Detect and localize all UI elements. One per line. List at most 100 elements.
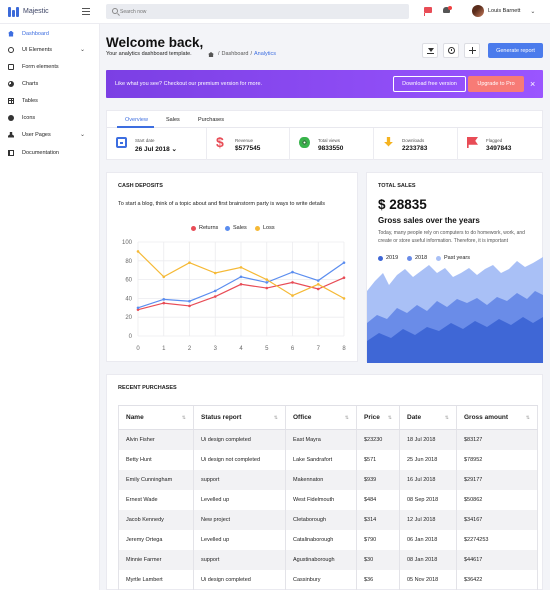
logo[interactable]: Majestic	[8, 6, 49, 17]
sort-icon: ⇅	[387, 414, 392, 421]
active-tab-indicator	[117, 126, 154, 128]
data-point-sales	[291, 270, 294, 274]
table-row[interactable]: Alvin Fisher Ui design completed East Mayr…	[118, 430, 538, 450]
add-button[interactable]	[464, 43, 480, 58]
column-header-office[interactable]: Office ⇅	[286, 406, 357, 429]
table-cell: $44617	[457, 550, 538, 570]
y-tick-label: 100	[122, 240, 133, 246]
user-menu[interactable]: Louis Barnett ⌄	[472, 5, 535, 17]
sort-icon: ⇅	[525, 414, 530, 421]
table-cell: $29177	[457, 470, 538, 490]
clock-button[interactable]	[443, 43, 459, 58]
column-header-date[interactable]: Date ⇅	[400, 406, 457, 429]
sidebar-item-tables[interactable]: Tables	[0, 92, 100, 109]
table-row[interactable]: Jeremy Ortega Levelled up Catalinaborough $…	[118, 530, 538, 550]
stat-value: $577545	[235, 145, 261, 152]
sidebar-item-icons[interactable]: Icons	[0, 109, 100, 126]
sort-icon: ⇅	[444, 414, 449, 421]
flag-icon	[467, 137, 478, 148]
table-cell: Levelled up	[194, 530, 286, 550]
breadcrumb-item-dashboard[interactable]: Dashboard	[221, 51, 249, 57]
column-header-status[interactable]: Status report ⇅	[194, 406, 286, 429]
data-point-returns	[162, 301, 166, 305]
table-row[interactable]: Ernest Wade Levelled up West Fidelmouth $48…	[118, 490, 538, 510]
tab-purchases[interactable]: Purchases	[198, 117, 224, 123]
search-input[interactable]	[120, 6, 400, 17]
top-bar: Majestic Louis Barnett ⌄	[0, 0, 550, 24]
card-title: RECENT PURCHASES	[118, 385, 177, 391]
sidebar-item-dashboard[interactable]: Dashboard	[0, 25, 100, 42]
table-cell: $23230	[357, 430, 400, 450]
total-sales-card: TOTAL SALES $ 28835 Gross sales over the…	[366, 172, 543, 363]
sales-area-chart	[367, 257, 543, 363]
y-tick-label: 20	[125, 315, 132, 321]
generate-report-button[interactable]: Generate report	[488, 43, 543, 58]
sidebar-item-documentation[interactable]: Documentation	[0, 144, 100, 161]
cash-deposits-card: 0 20 40 60 80 100 0 1 2 3 4 5 6 7 8 CASH DEPOSITS To s…	[106, 172, 358, 362]
flag-icon[interactable]	[424, 6, 433, 16]
table-row[interactable]: Myrtle Lambert Ui design completed Cassinb…	[118, 570, 538, 590]
table-cell: $50862	[457, 490, 538, 510]
data-point-sales	[136, 306, 140, 310]
sort-icon: ⇅	[181, 414, 186, 421]
sidebar-item-user-pages[interactable]: User Pages ⌄	[0, 126, 100, 143]
download-free-button[interactable]: Download free version	[393, 76, 466, 92]
sidebar-item-label: Form elements	[22, 63, 59, 70]
data-point-returns	[265, 286, 269, 290]
close-icon[interactable]: ×	[530, 79, 536, 89]
y-tick-label: 0	[129, 334, 133, 340]
table-cell: Jeremy Ortega	[118, 530, 194, 550]
stat-value: 2233783	[402, 145, 428, 152]
calendar-icon	[116, 137, 127, 148]
stat-start-date[interactable]: Start date 26 Jul 2018 ⌄	[107, 128, 207, 160]
user-name: Louis Barnett	[488, 8, 521, 14]
page-title: Welcome back,	[106, 35, 204, 50]
upgrade-pro-button[interactable]: Upgrade to Pro	[468, 76, 524, 92]
table-cell: support	[194, 550, 286, 570]
table-cell: Cassinbury	[286, 570, 357, 590]
download-icon	[427, 47, 434, 54]
chevron-down-icon: ⌄	[80, 47, 86, 53]
column-header-name[interactable]: Name ⇅	[118, 406, 194, 429]
table-cell: Lake Sandrafort	[286, 450, 357, 470]
y-tick-label: 60	[125, 278, 132, 284]
eye-icon	[299, 137, 310, 148]
chevron-down-icon[interactable]: ⌄	[171, 146, 177, 153]
data-point-sales	[316, 279, 320, 282]
sidebar-item-charts[interactable]: Charts	[0, 75, 100, 92]
tab-sales[interactable]: Sales	[166, 117, 180, 123]
sidebar-item-label: Icons	[22, 114, 36, 121]
stat-label: Total views	[318, 138, 341, 143]
sidebar-item-form-elements[interactable]: Form elements	[0, 58, 100, 75]
table-row[interactable]: Emily Cunningham support Makennaton $939 16 …	[118, 470, 538, 490]
smiley-icon	[8, 114, 14, 121]
table-row[interactable]: Jacob Kennedy New project Cletaborough $314…	[118, 510, 538, 530]
data-point-sales	[213, 289, 217, 293]
table-cell: $83127	[457, 430, 538, 450]
bell-icon[interactable]	[442, 6, 452, 15]
table-cell: Levelled up	[194, 490, 286, 510]
page-subtitle: Your analytics dashboard template.	[106, 51, 192, 57]
legend-swatch	[255, 225, 260, 231]
column-header-gross[interactable]: Gross amount ⇅	[457, 406, 538, 429]
stat-label: Flagged	[486, 138, 503, 143]
table-cell: Ernest Wade	[118, 490, 194, 510]
breadcrumb-item-analytics[interactable]: Analytics	[253, 51, 276, 57]
table-header: Name ⇅ Status report ⇅ Office ⇅ Price ⇅ Date…	[118, 405, 538, 430]
sidebar-item-ui-elements[interactable]: UI Elements ⌄	[0, 41, 100, 58]
download-button[interactable]	[422, 43, 438, 58]
column-header-price[interactable]: Price ⇅	[357, 406, 400, 429]
line-chart: 0 20 40 60 80 100 0 1 2 3 4 5 6 7 8	[122, 240, 346, 352]
table-row[interactable]: Minnie Farmer support Agustinaborough $30 08…	[118, 550, 538, 570]
x-tick-label: 6	[291, 346, 295, 352]
table-cell: Myrtle Lambert	[118, 570, 194, 590]
menu-toggle-icon[interactable]	[82, 8, 90, 17]
tab-overview[interactable]: Overview	[125, 117, 148, 123]
stat-value: 3497843	[486, 145, 512, 152]
data-point-sales	[265, 281, 269, 284]
total-sales-value: $ 28835	[378, 197, 427, 212]
home-icon[interactable]	[208, 52, 214, 57]
table-cell: Alvin Fisher	[118, 430, 194, 450]
stat-downloads: Downloads 2233783	[374, 128, 458, 160]
table-row[interactable]: Betty Hunt Ui design not completed Lake Sa…	[118, 450, 538, 470]
